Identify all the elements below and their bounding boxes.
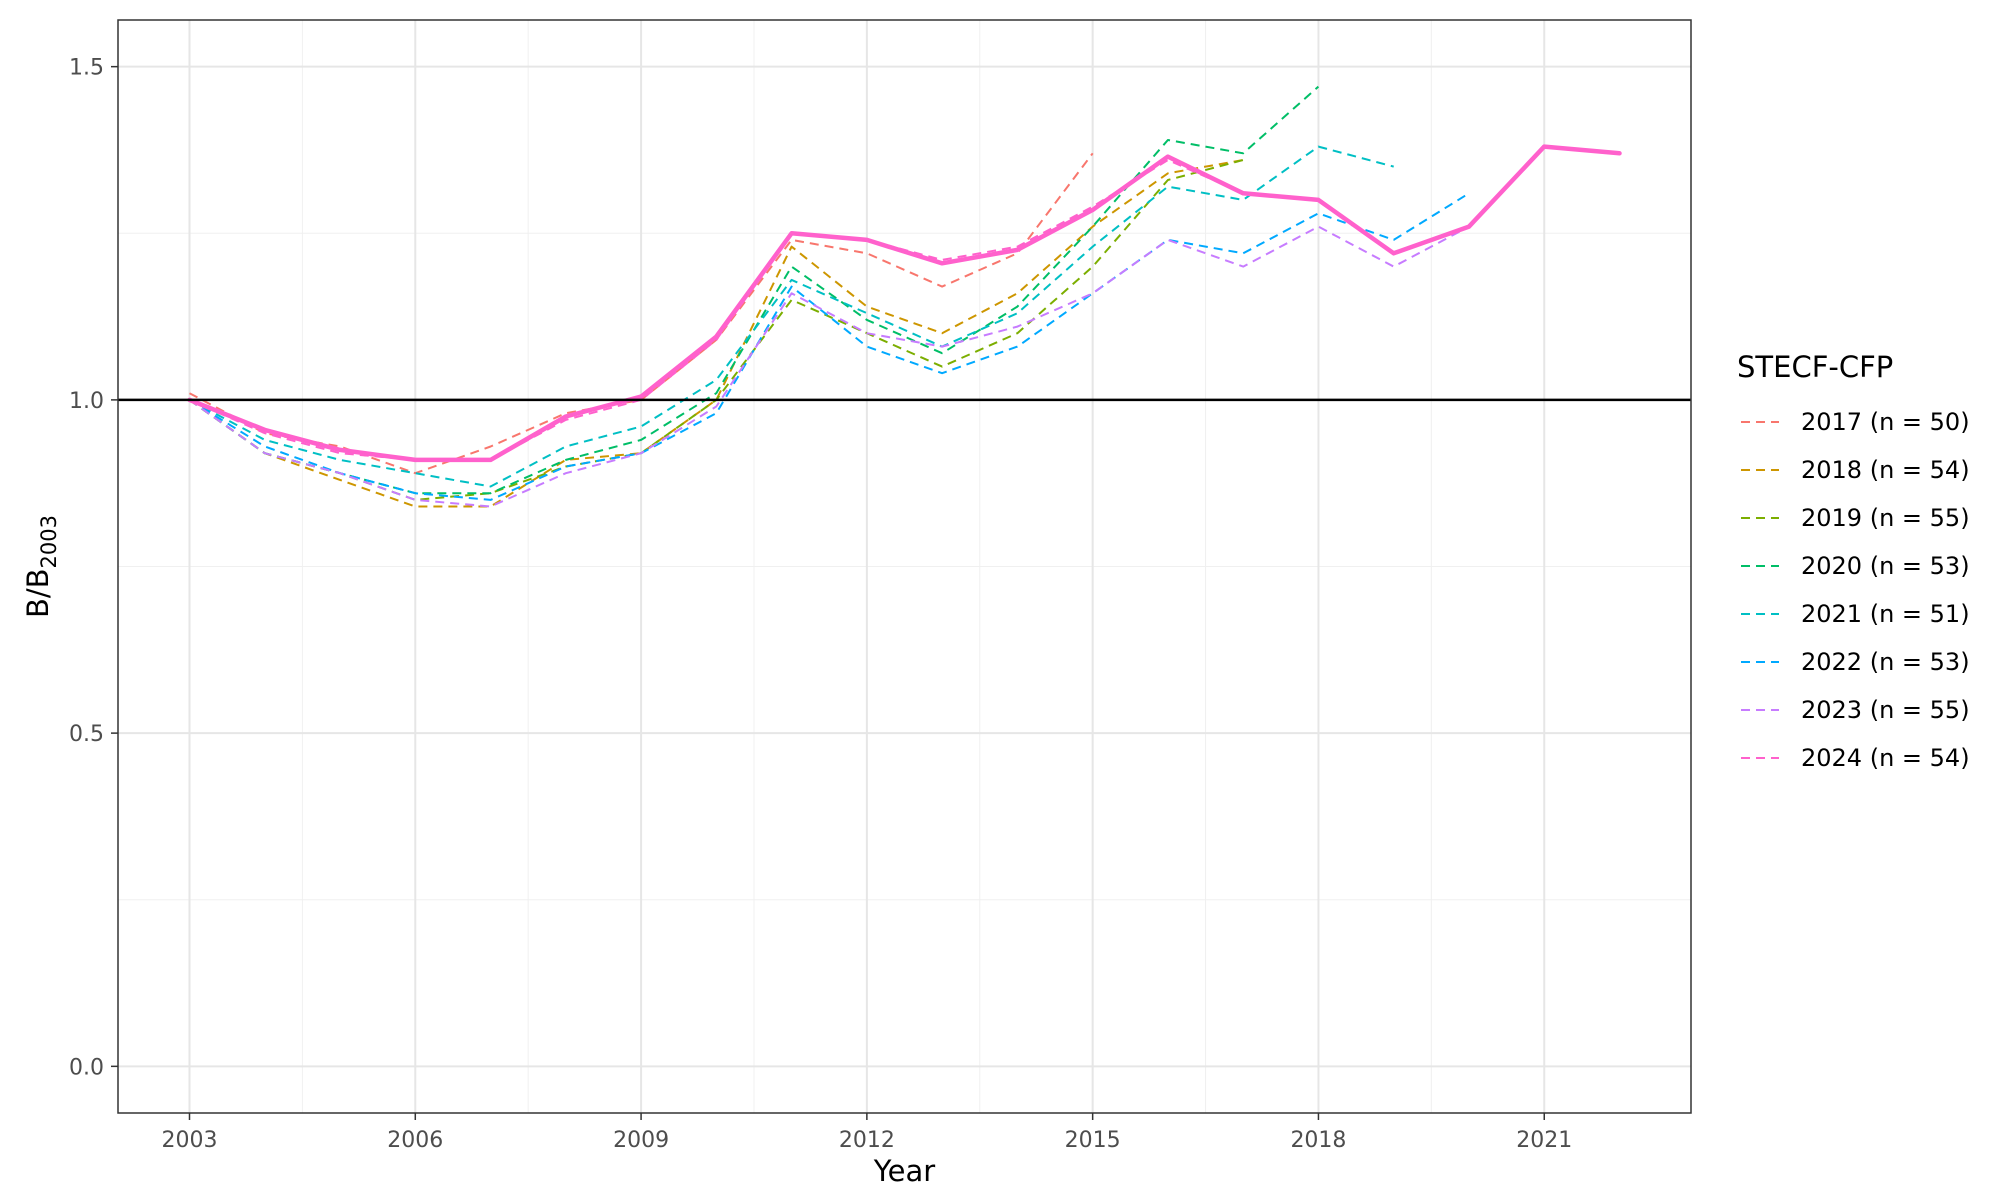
- highlight-series-line: [187, 144, 1622, 463]
- x-tick-label: 2018: [1290, 1128, 1346, 1153]
- x-tick-label: 2015: [1065, 1128, 1121, 1153]
- y-axis-title-subscript: 2003: [37, 515, 61, 568]
- x-tick-label: 2009: [613, 1128, 669, 1153]
- legend-title: STECF-CFP: [1737, 350, 1893, 384]
- x-axis-title: Year: [873, 1154, 935, 1183]
- series-line-2023: [188, 145, 1545, 508]
- y-tick-label: 0.5: [69, 722, 104, 747]
- legend-label: 2021 (n = 51): [1801, 600, 1970, 628]
- y-tick-label: 0.0: [69, 1055, 104, 1080]
- y-tick-label: 1.5: [69, 56, 104, 81]
- x-tick-label: 2006: [387, 1128, 443, 1153]
- x-tick-label: 2003: [162, 1128, 218, 1153]
- legend-label: 2024 (n = 54): [1801, 744, 1970, 772]
- y-axis-title: B/B2003: [21, 515, 61, 618]
- legend-items: 2017 (n = 50) 2018 (n = 54) 2019 (n = 55) 2…: [1741, 408, 1970, 772]
- grid-minor: [118, 20, 1691, 1113]
- series-line-2022: [188, 192, 1470, 501]
- x-tick-label: 2021: [1516, 1128, 1572, 1153]
- y-axis-title-base: B/B: [21, 568, 55, 618]
- panel-border: [117, 19, 1692, 1114]
- legend-label: 2019 (n = 55): [1801, 504, 1970, 532]
- legend: STECF-CFP 2017 (n = 50) 2018 (n = 54) 2019…: [1737, 350, 1970, 772]
- axis-layer: 2003 2006 2009 2012 2015 2018 2021 0.0 0.5 1.0 1.5: [69, 56, 1572, 1153]
- legend-label: 2023 (n = 55): [1801, 696, 1970, 724]
- legend-label: 2018 (n = 54): [1801, 456, 1970, 484]
- y-tick-label: 1.0: [69, 389, 104, 414]
- legend-label: 2017 (n = 50): [1801, 408, 1970, 436]
- legend-label: 2020 (n = 53): [1801, 552, 1970, 580]
- legend-label: 2022 (n = 53): [1801, 648, 1970, 676]
- x-tick-label: 2012: [839, 1128, 895, 1153]
- series-line-2021: [189, 145, 1394, 488]
- series-line-2018: [188, 159, 1244, 508]
